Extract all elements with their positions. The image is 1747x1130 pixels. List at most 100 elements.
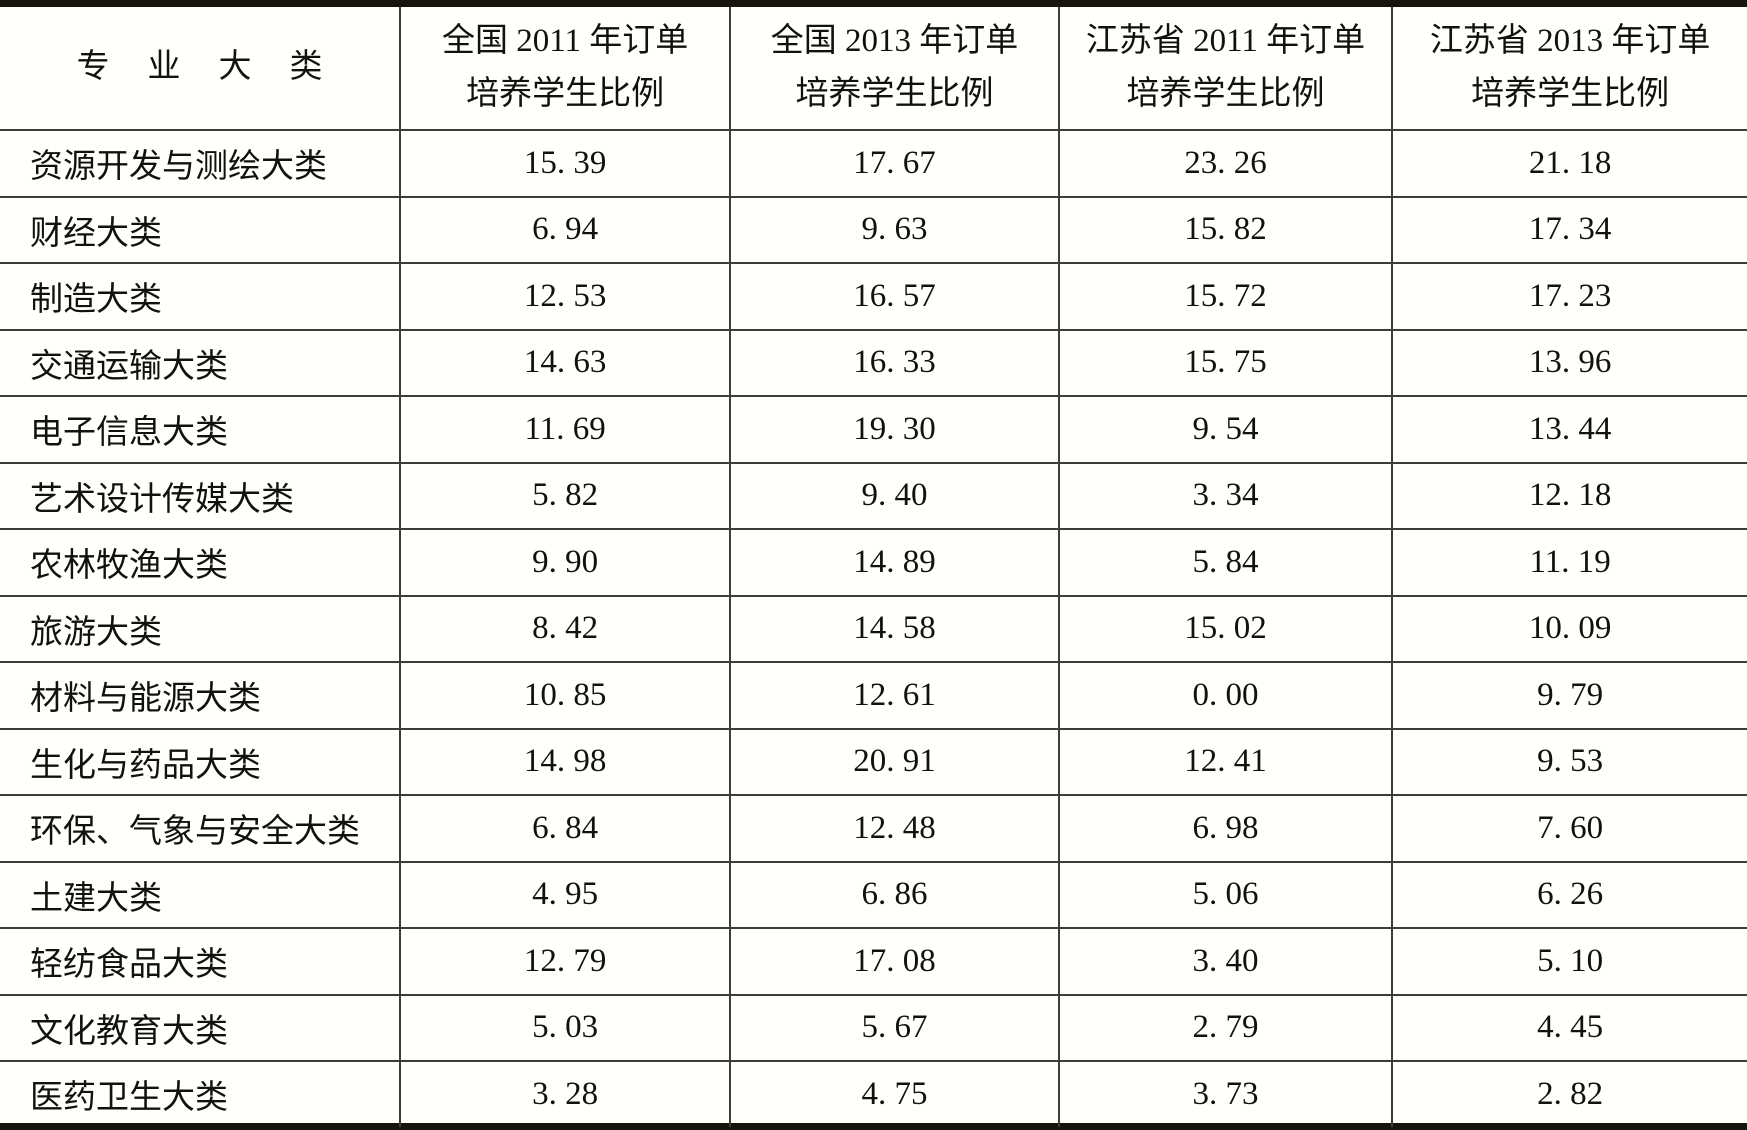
value-cell: 14. 89 (729, 529, 1059, 597)
table-row: 生化与药品大类 14. 98 20. 91 12. 41 9. 53 (0, 728, 1747, 796)
value-cell: 12. 41 (1057, 728, 1393, 796)
value-cell: 5. 03 (399, 994, 731, 1062)
row-label: 资源开发与测绘大类 (0, 130, 401, 198)
value-cell: 4. 45 (1391, 994, 1747, 1062)
value-cell: 3. 28 (399, 1061, 731, 1127)
table-row: 财经大类 6. 94 9. 63 15. 82 17. 34 (0, 196, 1747, 264)
table-row: 制造大类 12. 53 16. 57 15. 72 17. 23 (0, 263, 1747, 331)
column-header: 江苏省 2011 年订单 培养学生比例 (1057, 7, 1393, 131)
value-cell: 9. 63 (729, 196, 1059, 264)
table-row: 土建大类 4. 95 6. 86 5. 06 6. 26 (0, 861, 1747, 929)
value-cell: 5. 06 (1057, 861, 1393, 929)
header-line: 培养学生比例 (1126, 76, 1325, 112)
value-cell: 10. 85 (399, 662, 731, 730)
value-cell: 10. 09 (1391, 595, 1747, 663)
value-cell: 5. 84 (1057, 529, 1393, 597)
value-cell: 12. 53 (399, 263, 731, 331)
value-cell: 16. 57 (729, 263, 1059, 331)
value-cell: 15. 72 (1057, 263, 1393, 331)
value-cell: 17. 67 (729, 130, 1059, 198)
header-line: 专 业 大 类 (76, 49, 338, 86)
table-row: 文化教育大类 5. 03 5. 67 2. 79 4. 45 (0, 994, 1747, 1062)
value-cell: 15. 75 (1057, 329, 1393, 397)
table-row: 交通运输大类 14. 63 16. 33 15. 75 13. 96 (0, 329, 1747, 397)
column-header: 江苏省 2013 年订单 培养学生比例 (1391, 7, 1747, 131)
value-cell: 6. 84 (399, 795, 731, 863)
order-training-ratio-table: 专 业 大 类全国 2011 年订单 培养学生比例 全国 2013 年订单 培养学生比… (0, 7, 1747, 1127)
value-cell: 21. 18 (1391, 130, 1747, 198)
table-body: 资源开发与测绘大类 15. 39 17. 67 23. 26 21. 18 财经大类 6. … (0, 130, 1747, 1127)
row-label: 艺术设计传媒大类 (0, 462, 401, 530)
column-header: 全国 2013 年订单 培养学生比例 (729, 7, 1059, 131)
table-row: 农林牧渔大类 9. 90 14. 89 5. 84 11. 19 (0, 529, 1747, 597)
value-cell: 9. 54 (1057, 396, 1393, 464)
value-cell: 12. 48 (729, 795, 1059, 863)
value-cell: 12. 79 (399, 928, 731, 996)
value-cell: 4. 75 (729, 1061, 1059, 1127)
value-cell: 17. 23 (1391, 263, 1747, 331)
value-cell: 12. 61 (729, 662, 1059, 730)
header-line: 培养学生比例 (1471, 76, 1670, 112)
value-cell: 14. 58 (729, 595, 1059, 663)
value-cell: 17. 08 (729, 928, 1059, 996)
table-header: 专 业 大 类全国 2011 年订单 培养学生比例 全国 2013 年订单 培养学生比… (0, 7, 1747, 131)
value-cell: 6. 86 (729, 861, 1059, 929)
table-row: 旅游大类 8. 42 14. 58 15. 02 10. 09 (0, 595, 1747, 663)
value-cell: 19. 30 (729, 396, 1059, 464)
row-label: 电子信息大类 (0, 396, 401, 464)
value-cell: 16. 33 (729, 329, 1059, 397)
row-label: 生化与药品大类 (0, 728, 401, 796)
value-cell: 3. 40 (1057, 928, 1393, 996)
value-cell: 17. 34 (1391, 196, 1747, 264)
value-cell: 13. 44 (1391, 396, 1747, 464)
header-line: 培养学生比例 (466, 76, 665, 112)
value-cell: 14. 98 (399, 728, 731, 796)
header-line: 全国 2011 年订单 (442, 22, 689, 59)
table-row: 材料与能源大类 10. 85 12. 61 0. 00 9. 79 (0, 662, 1747, 730)
value-cell: 14. 63 (399, 329, 731, 397)
value-cell: 7. 60 (1391, 795, 1747, 863)
value-cell: 15. 02 (1057, 595, 1393, 663)
value-cell: 6. 98 (1057, 795, 1393, 863)
value-cell: 0. 00 (1057, 662, 1393, 730)
value-cell: 9. 90 (399, 529, 731, 597)
table-row: 轻纺食品大类 12. 79 17. 08 3. 40 5. 10 (0, 928, 1747, 996)
value-cell: 3. 34 (1057, 462, 1393, 530)
value-cell: 20. 91 (729, 728, 1059, 796)
value-cell: 3. 73 (1057, 1061, 1393, 1127)
value-cell: 15. 39 (399, 130, 731, 198)
value-cell: 5. 67 (729, 994, 1059, 1062)
value-cell: 2. 82 (1391, 1061, 1747, 1127)
value-cell: 2. 79 (1057, 994, 1393, 1062)
row-label: 医药卫生大类 (30, 1080, 228, 1117)
value-cell: 23. 26 (1057, 130, 1393, 198)
row-label: 环保、气象与安全大类 (0, 795, 401, 863)
column-header-category: 专 业 大 类 (0, 7, 401, 131)
value-cell: 15. 82 (1057, 196, 1393, 264)
table-row: 艺术设计传媒大类 5. 82 9. 40 3. 34 12. 18 (0, 462, 1747, 530)
value-cell: 6. 94 (399, 196, 731, 264)
header-line: 全国 2013 年订单 (770, 22, 1019, 59)
table-row: 电子信息大类 11. 69 19. 30 9. 54 13. 44 (0, 396, 1747, 464)
table-row: 环保、气象与安全大类 6. 84 12. 48 6. 98 7. 60 (0, 795, 1747, 863)
row-label: 土建大类 (0, 861, 401, 929)
value-cell: 11. 69 (399, 396, 731, 464)
header-line: 江苏省 2013 年订单 (1429, 22, 1711, 59)
value-cell: 9. 79 (1391, 662, 1747, 730)
row-label: 财经大类 (0, 196, 401, 264)
column-header: 全国 2011 年订单 培养学生比例 (399, 7, 731, 131)
header-line: 江苏省 2011 年订单 (1085, 22, 1366, 59)
value-cell: 13. 96 (1391, 329, 1747, 397)
value-cell: 9. 40 (729, 462, 1059, 530)
row-label: 旅游大类 (0, 595, 401, 663)
table-row: 医药卫生大类 3. 28 4. 75 3. 73 2. 82 (0, 1061, 1747, 1127)
row-label: 制造大类 (0, 263, 401, 331)
value-cell: 5. 10 (1391, 928, 1747, 996)
value-cell: 5. 82 (399, 462, 731, 530)
value-cell: 12. 18 (1391, 462, 1747, 530)
row-label: 文化教育大类 (0, 994, 401, 1062)
header-row: 专 业 大 类全国 2011 年订单 培养学生比例 全国 2013 年订单 培养学生比… (0, 7, 1747, 131)
row-label: 轻纺食品大类 (0, 928, 401, 996)
value-cell: 9. 53 (1391, 728, 1747, 796)
